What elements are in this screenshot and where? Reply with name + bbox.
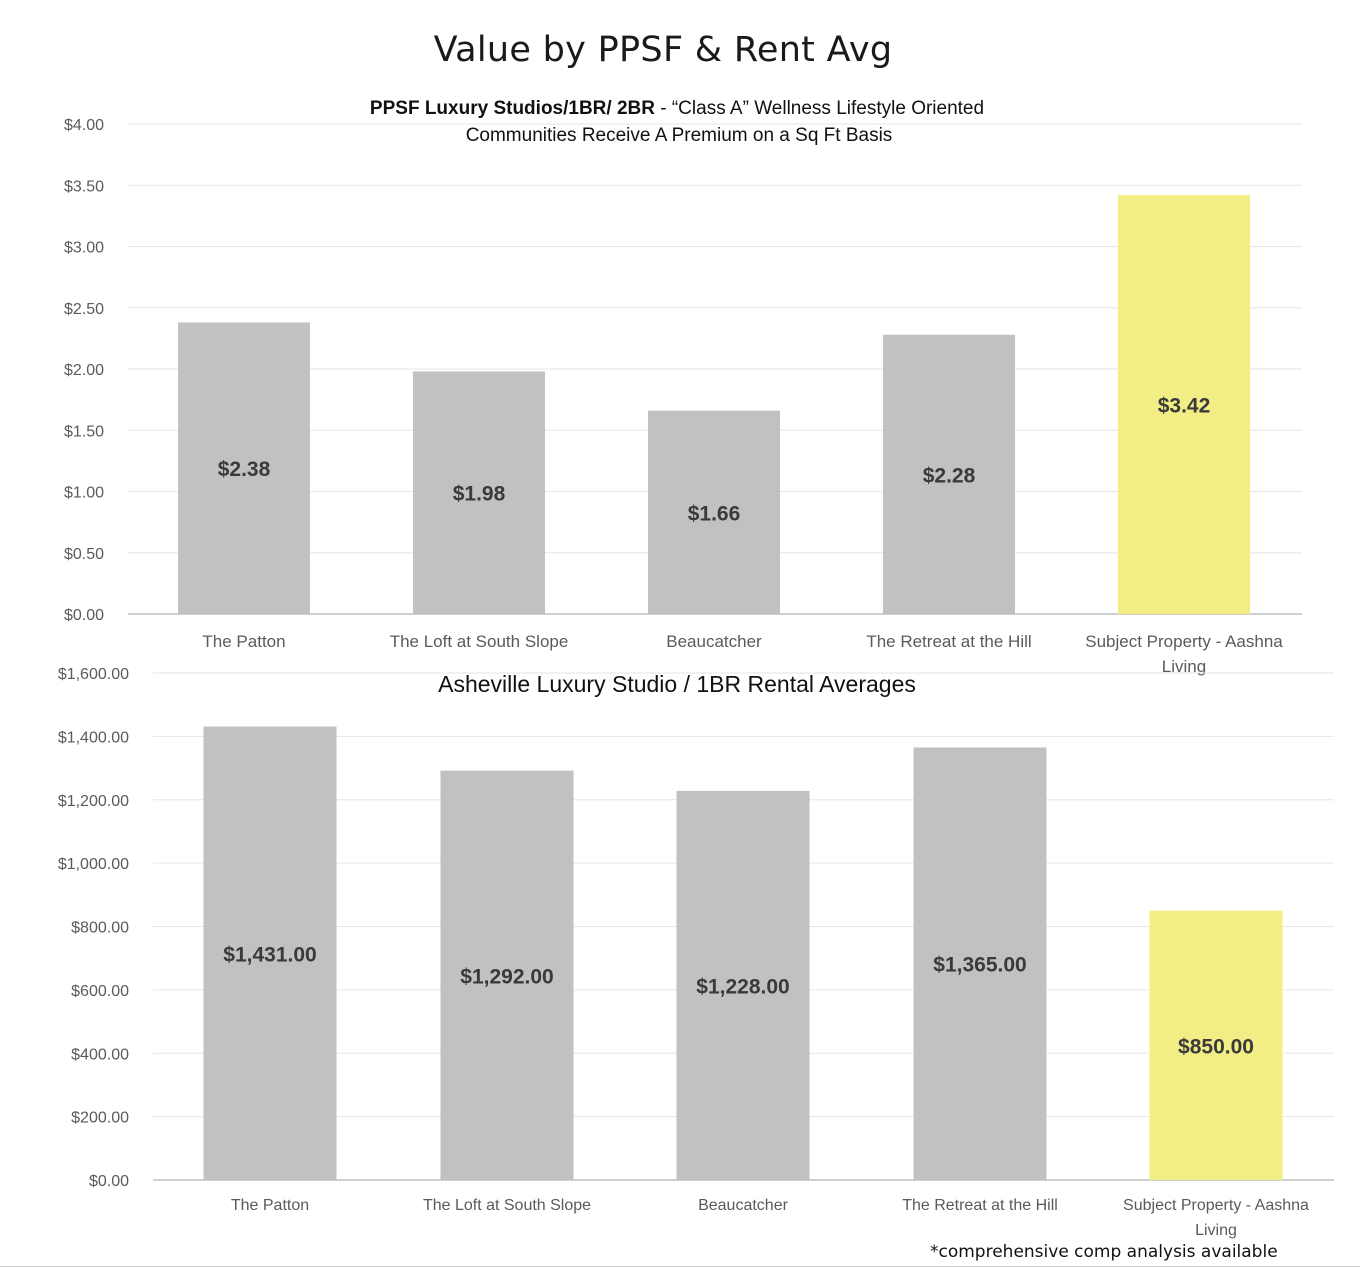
rent-y-tick-label: $1,000.00 (58, 856, 129, 873)
ppsf-category-label: The Retreat at the Hill (866, 632, 1031, 651)
rent-bar (676, 790, 810, 1180)
ppsf-chart: PPSF Luxury Studios/1BR/ 2BR - “Class A”… (64, 98, 1302, 676)
rent-y-tick-label: $1,600.00 (58, 666, 129, 683)
bottom-divider (0, 1266, 1360, 1267)
rent-y-tick-label: $800.00 (71, 920, 129, 937)
rent-bar (440, 770, 574, 1180)
footnote: *comprehensive comp analysis available (930, 1242, 1278, 1262)
ppsf-y-tick-label: $4.00 (64, 117, 104, 134)
rent-bar-subject-property (1149, 910, 1283, 1180)
ppsf-bar-subject-property (1118, 195, 1250, 615)
ppsf-y-tick-label: $2.50 (64, 301, 104, 318)
ppsf-category-label: Subject Property - Aashna Living (1085, 632, 1283, 676)
ppsf-chart-subtitle: Communities Receive A Premium on a Sq Ft… (466, 125, 893, 146)
ppsf-bar (648, 410, 780, 614)
rent-y-tick-label: $1,400.00 (58, 729, 129, 746)
rent-y-tick-label: $200.00 (71, 1110, 129, 1127)
rent-category-label: The Retreat at the Hill (902, 1197, 1058, 1214)
rent-bar-data-label: $1,365.00 (933, 954, 1026, 977)
ppsf-y-tick-label: $1.00 (64, 485, 104, 502)
ppsf-chart-title-rest: - “Class A” Wellness Lifestyle Oriented (655, 98, 984, 119)
ppsf-y-tick-label: $2.00 (64, 362, 104, 379)
ppsf-bar-data-label: $2.38 (218, 458, 271, 481)
rent-bar-data-label: $1,431.00 (223, 943, 316, 966)
ppsf-chart-title-bold: PPSF Luxury Studios/1BR/ 2BR (370, 98, 655, 119)
rent-category-label: Subject Property - Aashna Living (1123, 1197, 1309, 1239)
rent-bar-data-label: $850.00 (1178, 1035, 1254, 1058)
rent-chart-title: Asheville Luxury Studio / 1BR Rental Ave… (438, 671, 916, 697)
rent-bar-data-label: $1,292.00 (460, 965, 553, 988)
page-title: Value by PPSF & Rent Avg (433, 30, 893, 70)
ppsf-bar-data-label: $1.98 (453, 483, 506, 506)
ppsf-category-label: The Loft at South Slope (390, 632, 569, 651)
ppsf-bar-data-label: $3.42 (1158, 395, 1211, 418)
ppsf-y-tick-label: $0.00 (64, 607, 104, 624)
ppsf-bar (883, 334, 1015, 614)
rent-bar-data-label: $1,228.00 (696, 975, 789, 998)
rent-bar (913, 747, 1047, 1180)
rent-y-tick-label: $400.00 (71, 1046, 129, 1063)
rent-y-tick-label: $600.00 (71, 983, 129, 1000)
rent-category-label: The Patton (231, 1197, 309, 1214)
rent-chart: Asheville Luxury Studio / 1BR Rental Ave… (58, 666, 1334, 1239)
ppsf-y-tick-label: $0.50 (64, 546, 104, 563)
ppsf-category-label: Beaucatcher (666, 632, 762, 651)
ppsf-y-tick-label: $3.50 (64, 178, 104, 195)
ppsf-category-label: The Patton (202, 632, 285, 651)
ppsf-y-tick-label: $1.50 (64, 423, 104, 440)
ppsf-bar-data-label: $1.66 (688, 502, 741, 525)
rent-y-tick-label: $0.00 (89, 1173, 129, 1190)
rent-y-tick-label: $1,200.00 (58, 793, 129, 810)
ppsf-bar (413, 371, 545, 614)
ppsf-bar-data-label: $2.28 (923, 464, 976, 487)
ppsf-chart-title: PPSF Luxury Studios/1BR/ 2BR - “Class A”… (370, 98, 984, 119)
rent-bar (203, 726, 337, 1180)
rent-category-label: Beaucatcher (698, 1197, 789, 1214)
rent-category-label: The Loft at South Slope (423, 1197, 591, 1214)
ppsf-bar (178, 322, 310, 614)
ppsf-y-tick-label: $3.00 (64, 240, 104, 257)
